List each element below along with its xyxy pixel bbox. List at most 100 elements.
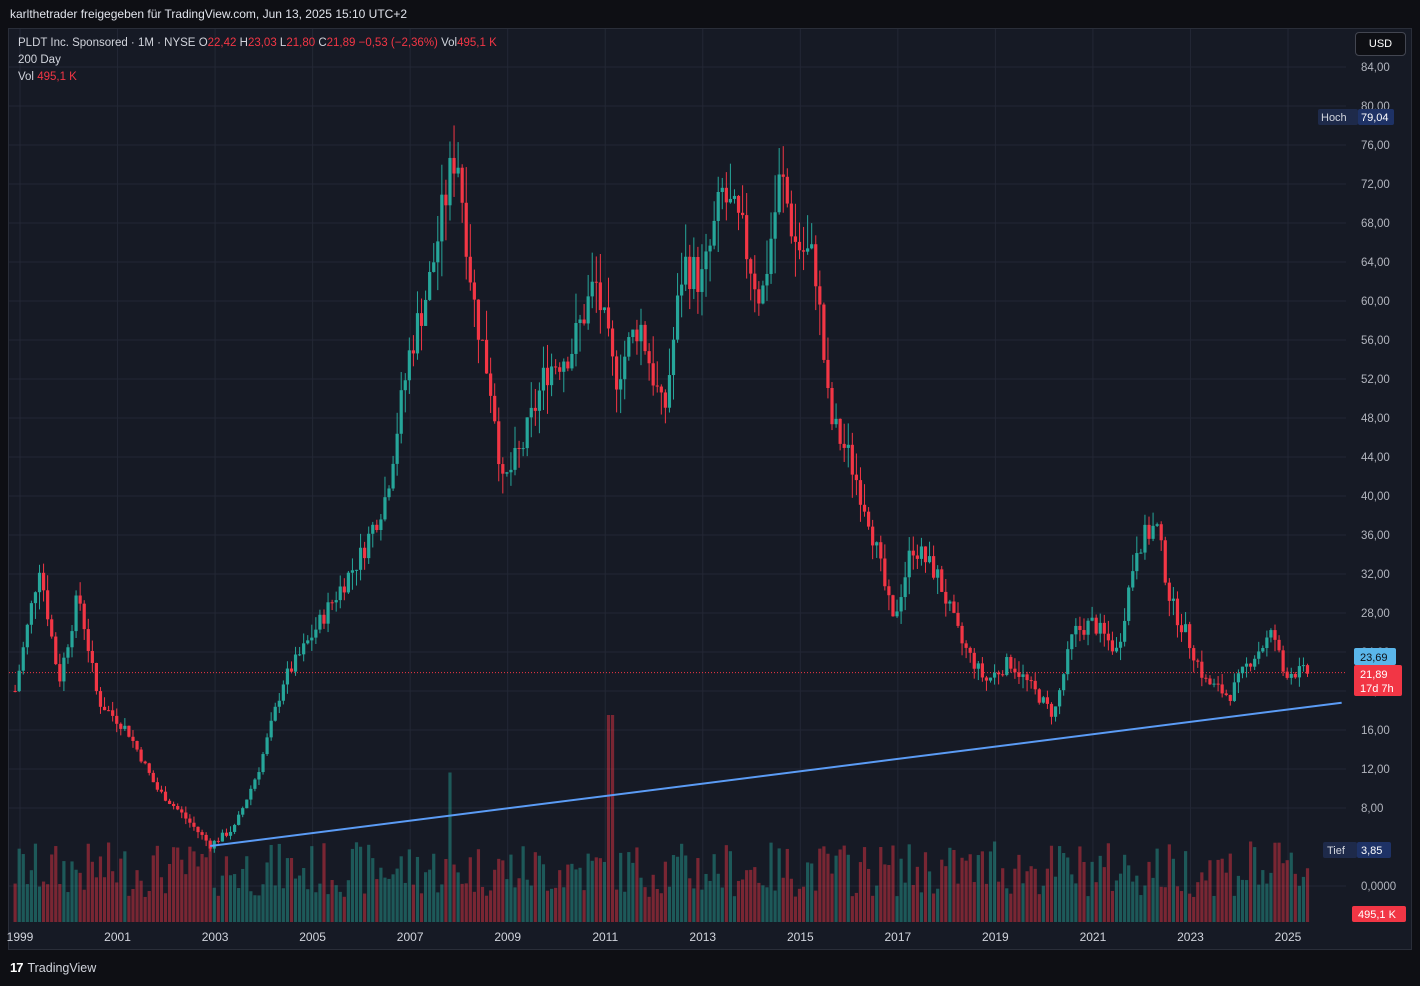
volume-bar [163, 893, 168, 922]
candle-body [322, 614, 326, 624]
volume-bar [769, 842, 773, 922]
volume-bar [554, 887, 558, 922]
candle-body [371, 524, 375, 534]
candle-body [968, 647, 972, 653]
volume-bar [1228, 853, 1232, 922]
volume-bar [891, 845, 895, 922]
y-tick-label: 40,00 [1361, 491, 1390, 503]
legend-vol-label: Vol [441, 37, 458, 49]
volume-bar [549, 888, 554, 922]
y-tick-label: 8,00 [1361, 803, 1383, 815]
volume-bar [696, 858, 700, 922]
y-tick-label: 32,00 [1361, 569, 1390, 581]
volume-bar [1192, 896, 1196, 922]
volume-bar [671, 855, 676, 922]
volume-bar [452, 864, 456, 922]
candle-body [314, 629, 318, 638]
candle-body [1110, 640, 1115, 652]
candle-body [830, 388, 834, 425]
volume-bar [1025, 871, 1029, 922]
candle-body [684, 256, 688, 285]
tradingview-footer[interactable]: 17 TradingView [10, 960, 96, 975]
candle-body [692, 257, 696, 290]
candle-body [1045, 697, 1050, 704]
volume-bar [1175, 886, 1180, 922]
volume-bar [350, 848, 355, 922]
volume-bar [570, 863, 574, 922]
candle-body [237, 814, 241, 825]
volume-bar [850, 896, 854, 922]
candle-body [1139, 552, 1143, 554]
candle-body [854, 474, 858, 481]
candle-body [180, 809, 184, 813]
chart-panel[interactable] [8, 28, 1412, 950]
candle-body [521, 448, 525, 450]
volume-bar [476, 849, 481, 922]
candle-body [936, 569, 940, 578]
candle-body [919, 546, 924, 559]
volume-bar [90, 861, 94, 922]
volume-bar [411, 884, 416, 922]
candle-body [988, 677, 993, 681]
candle-body [586, 296, 590, 324]
volume-bar [680, 843, 684, 922]
candle-body [306, 640, 310, 644]
price-axis[interactable]: 84,0080,0076,0072,0068,0064,0060,0056,00… [1361, 62, 1396, 893]
candle-body [793, 236, 798, 242]
legend-vol: 495,1 K [457, 37, 497, 49]
volume-bar [1273, 842, 1277, 922]
volume-bar [911, 885, 915, 922]
volume-bar [655, 888, 659, 922]
volume-bar [375, 879, 379, 922]
candle-body [578, 319, 582, 324]
candle-body [740, 212, 745, 216]
volume-bar [367, 844, 371, 922]
volume-bar [1200, 872, 1204, 922]
candle-body [33, 592, 38, 604]
candle-body [428, 271, 432, 300]
volume-bar [517, 878, 521, 922]
candle-body [858, 480, 863, 505]
candle-body [781, 174, 785, 177]
candle-body [269, 720, 273, 738]
candle-body [1249, 663, 1253, 667]
legend-volume-row[interactable]: Vol 495,1 K [18, 69, 497, 86]
volume-bar [834, 855, 838, 922]
candle-body [1175, 598, 1180, 626]
candle-body [1106, 633, 1110, 641]
volume-bar [895, 896, 899, 922]
volume-bar [54, 846, 58, 922]
currency-button[interactable]: USD [1355, 32, 1406, 56]
candle-body [1057, 690, 1062, 707]
volume-bar [997, 881, 1001, 922]
candle-body [769, 238, 773, 274]
legend-ma[interactable]: 200 Day [18, 54, 61, 66]
volume-bar [33, 843, 38, 922]
volume-bar [1041, 885, 1045, 922]
candle-body [334, 600, 338, 603]
candle-body [363, 547, 367, 559]
volume-bar [578, 867, 582, 922]
candle-body [773, 212, 777, 239]
legend-h-label: H [239, 37, 248, 49]
volume-bar [525, 879, 529, 922]
candle-body [509, 469, 513, 473]
candle-body [184, 812, 188, 819]
candle-body [594, 281, 598, 283]
volume-bar [529, 885, 533, 922]
legend-symbol[interactable]: PLDT Inc. Sponsored · 1M · NYSE [18, 37, 196, 49]
candle-body [810, 244, 814, 249]
grid-lines [9, 29, 1346, 922]
candle-body [724, 187, 728, 203]
candle-body [850, 444, 854, 475]
volume-bar [1204, 880, 1208, 922]
candle-body [489, 373, 493, 396]
time-axis[interactable]: 1999 2001 2003 2005 2007 2009 2011 2013 2015 2017… [7, 930, 1302, 944]
volume-bar [106, 842, 111, 922]
legend-low: 21,80 [286, 37, 316, 49]
trendline[interactable] [210, 701, 1342, 848]
volume-bar [310, 846, 314, 922]
volume-bar [358, 846, 363, 922]
volume-bar [86, 843, 90, 922]
